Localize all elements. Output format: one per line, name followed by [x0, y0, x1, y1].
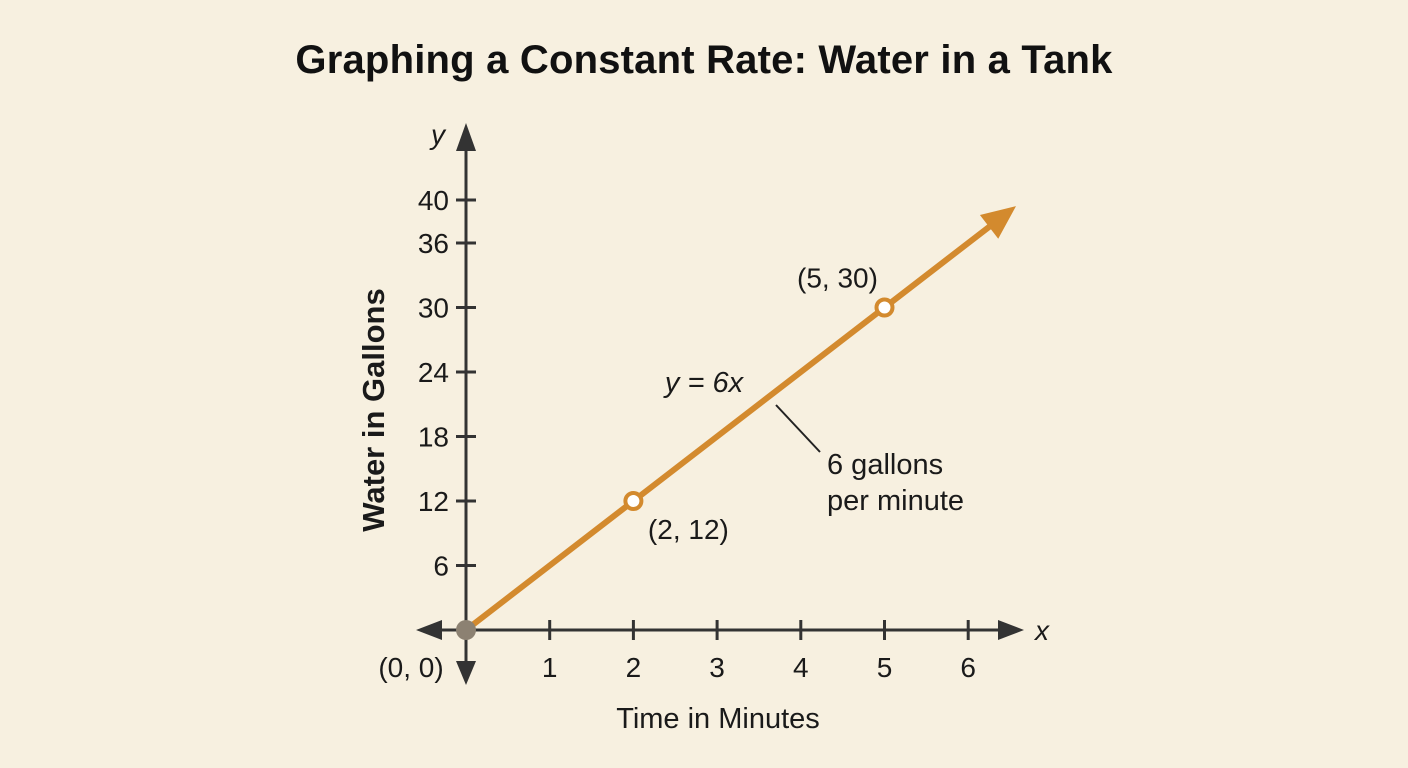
- equation-label: y = 6x: [663, 367, 745, 399]
- x-tick-label: 1: [542, 652, 558, 683]
- data-point: [623, 491, 644, 511]
- point-label: (0, 0): [378, 652, 443, 683]
- y-tick-label: 24: [418, 357, 449, 388]
- y-tick-label: 36: [418, 228, 449, 259]
- series-line: [463, 221, 996, 633]
- y-tick-label: 12: [418, 486, 449, 517]
- y-tick-label: 18: [418, 422, 449, 453]
- y-axis-arrow-up: [456, 123, 476, 151]
- series-line-group: [463, 206, 1016, 633]
- annotation-leader-line: [775, 404, 821, 453]
- x-tick-label: 2: [626, 652, 642, 683]
- x-axis-label: Time in Minutes: [616, 703, 820, 735]
- point-label: (2, 12): [648, 514, 729, 545]
- x-tick-label: 5: [877, 652, 893, 683]
- x-axis-arrow-right: [998, 620, 1024, 640]
- rate-annotation: 6 gallons per minute: [775, 404, 964, 517]
- x-tick-label: 3: [709, 652, 725, 683]
- x-axis: 1 2 3 4 5 6 x Time in Minutes: [416, 615, 1050, 735]
- chart-title: Graphing a Constant Rate: Water in a Tan…: [295, 38, 1113, 82]
- origin-point: [456, 620, 476, 640]
- y-tick-label: 40: [418, 185, 449, 216]
- annotation-line-1: 6 gallons: [827, 449, 943, 481]
- point-label: (5, 30): [797, 263, 878, 294]
- y-tick-label: 6: [433, 551, 449, 582]
- y-tick-label: 30: [418, 293, 449, 324]
- x-axis-arrow-left: [416, 620, 442, 640]
- series-arrowhead: [979, 206, 1016, 239]
- y-axis-arrow-down: [456, 661, 476, 685]
- y-axis-letter: y: [429, 119, 447, 150]
- x-axis-letter: x: [1033, 615, 1050, 646]
- annotation-text: 6 gallons per minute: [827, 449, 964, 517]
- annotation-line-2: per minute: [827, 485, 964, 517]
- x-tick-label: 4: [793, 652, 809, 683]
- y-axis-label: Water in Gallons: [356, 288, 391, 531]
- y-axis: 6 12 18 24 30 36 40 y Water in Gallons: [356, 119, 476, 685]
- data-point: [874, 297, 895, 318]
- x-tick-label: 6: [960, 652, 976, 683]
